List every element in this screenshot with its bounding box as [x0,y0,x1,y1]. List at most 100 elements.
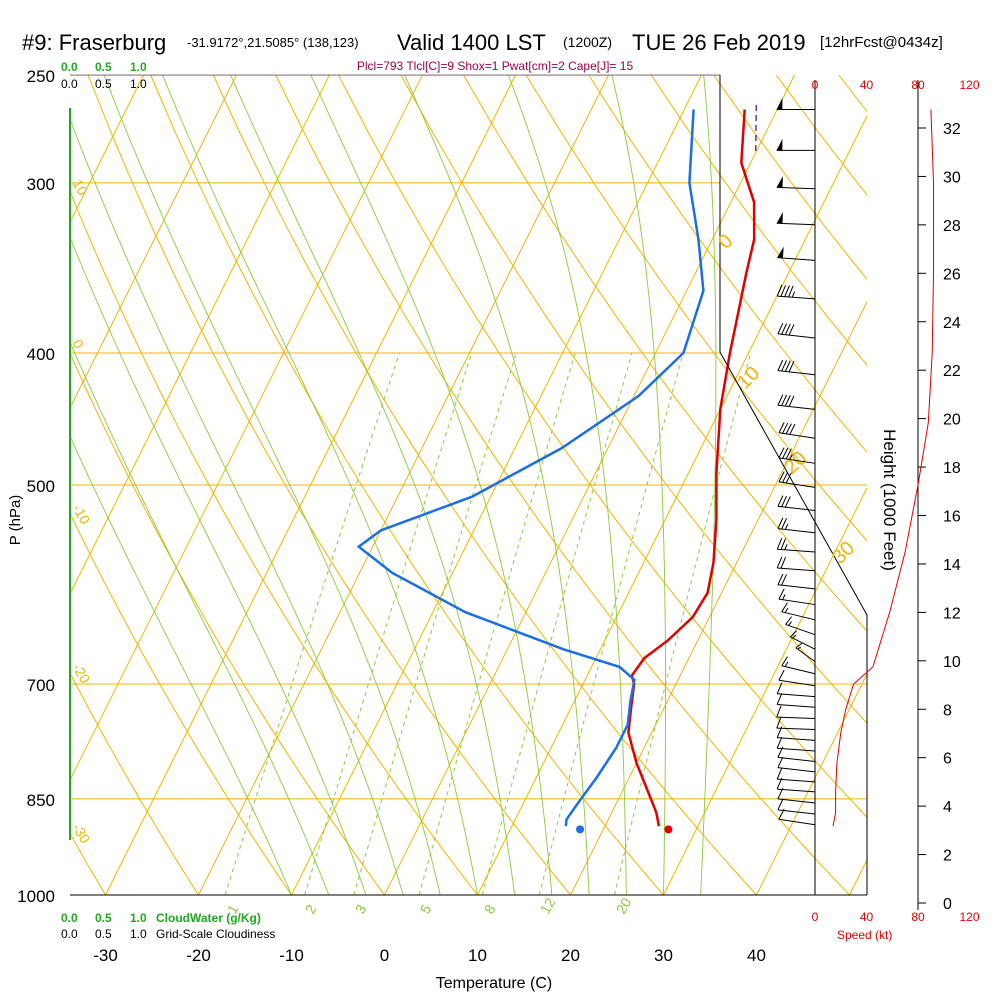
wind-barb-halfflag [782,594,786,600]
dry-adiabat-label: 0 [69,337,87,352]
wind-barb [777,573,816,590]
isotherm-line [477,114,867,895]
cloudiness-scale-0: 0.0 [61,927,78,941]
height-tick-label: 8 [943,702,952,719]
speed-tick-label-top: 0 [812,78,819,92]
dry-adiabat-line [400,75,867,724]
wind-barb-flag [785,616,793,625]
moist-adiabat-line [70,435,292,895]
moist-adiabat-label: 30 [828,537,859,568]
mixing-ratio-line [224,352,400,895]
wind-barb-flag [780,285,787,297]
moist-adiabat-line [70,236,367,895]
temperature-tick-label: -30 [93,946,118,965]
wind-barb-flag [777,756,784,768]
wind-barb [777,756,816,773]
wind-barb-flag [781,518,788,530]
wind-barb-flag [777,573,784,585]
pressure-tick-label-850: 850 [27,791,55,810]
moist-adiabat-line [700,75,717,895]
surface-dewpoint-marker [576,825,585,834]
wind-barb-flag [788,360,795,373]
temperature-tick-label: 0 [380,946,389,965]
wind-barb [777,495,816,511]
wind-barb [776,767,816,783]
mixing-ratio-line [481,352,633,895]
top-cloudiness-scale-1: 0.5 [95,77,112,91]
dry-adiabat-line [70,672,199,895]
isotherm-line [663,486,867,895]
wind-barb-flag [782,422,789,434]
height-tick-label: 26 [943,266,961,283]
isotherm-line [849,858,867,895]
moist-adiabat-label: 0 [714,230,737,253]
wind-barb-stem [790,636,816,650]
wind-barb-stem [781,665,816,675]
mixing-ratio-line [418,352,576,895]
moist-adiabat-line [161,75,478,895]
mixing-ratio-label: 12 [537,895,559,917]
pressure-tick-label-500: 500 [27,477,55,496]
wind-barb-stem [777,404,816,410]
wind-barb-flag [778,471,785,483]
moist-adiabat-line [70,117,404,895]
wind-barb-flag [789,630,797,638]
wind-barb-flag [776,705,782,718]
wind-barb-flag [788,395,795,407]
wind-barb [776,693,816,708]
dry-adiabat-line [70,512,292,895]
moist-adiabat-line [507,75,627,895]
height-tick-label: 22 [943,363,961,380]
wind-barb-flag [781,323,788,335]
wind-barb-flag [782,471,789,483]
wind-barb [776,212,816,226]
wind-barb-halfflag [784,523,789,530]
cloudwater-label: CloudWater (g/Kg) [156,911,261,925]
isotherm-line [943,75,1000,895]
mixing-ratio-label: 8 [481,902,499,917]
wind-barb-stem [777,528,816,534]
wind-barb-flag [788,285,794,298]
wind-barb-flag [777,495,784,507]
isotherm-line [70,75,144,224]
wind-barb [777,322,816,339]
dry-adiabat-label: -20 [69,661,93,687]
parcel-trace-line [754,104,758,153]
wind-barb-stem [778,457,816,464]
temperature-tick-label: 40 [747,946,766,965]
wind-barb [776,777,816,793]
wind-barb-flag [784,496,791,508]
station-coords: -31.9172°,21.5085° (138,123) [187,35,359,50]
dry-adiabat-line [150,75,664,895]
height-tick-label: 24 [943,315,961,332]
moist-adiabat-label: 20 [780,447,811,478]
wind-barb [778,669,816,687]
wind-barb-pennant [776,138,783,151]
wind-barb [778,588,816,606]
pressure-tick-label-400: 400 [27,345,55,364]
wind-barb-flag [776,777,783,790]
cloudwater-scale-1: 0.5 [95,911,112,925]
isotherm-line [105,75,516,895]
wind-barb-halfflag [784,661,789,667]
height-tick-label: 10 [943,654,961,671]
height-tick-label: 12 [943,605,961,622]
station-title: #9: Fraserburg [22,30,166,55]
wind-barb-flag [778,669,785,681]
wind-barb-stem [778,432,816,439]
forecast-tag: [12hrFcst@0434z] [820,34,943,51]
temperature-tick-label: 20 [561,946,580,965]
dry-adiabat-line [650,75,867,366]
wind-barb-flag [776,737,783,749]
speed-tick-label-bottom: 80 [911,910,925,924]
wind-barb-stem [778,481,816,488]
height-tick-label: 28 [943,218,961,235]
wind-barb-stem [777,584,816,590]
wind-barb-stem [795,647,816,663]
isotherm-line [384,75,795,895]
wind-barb [778,808,816,826]
dry-adiabat-line [588,75,867,453]
wind-barb-flag [781,360,788,372]
wind-barb-stem [777,788,816,793]
moist-adiabat-line [310,75,553,895]
